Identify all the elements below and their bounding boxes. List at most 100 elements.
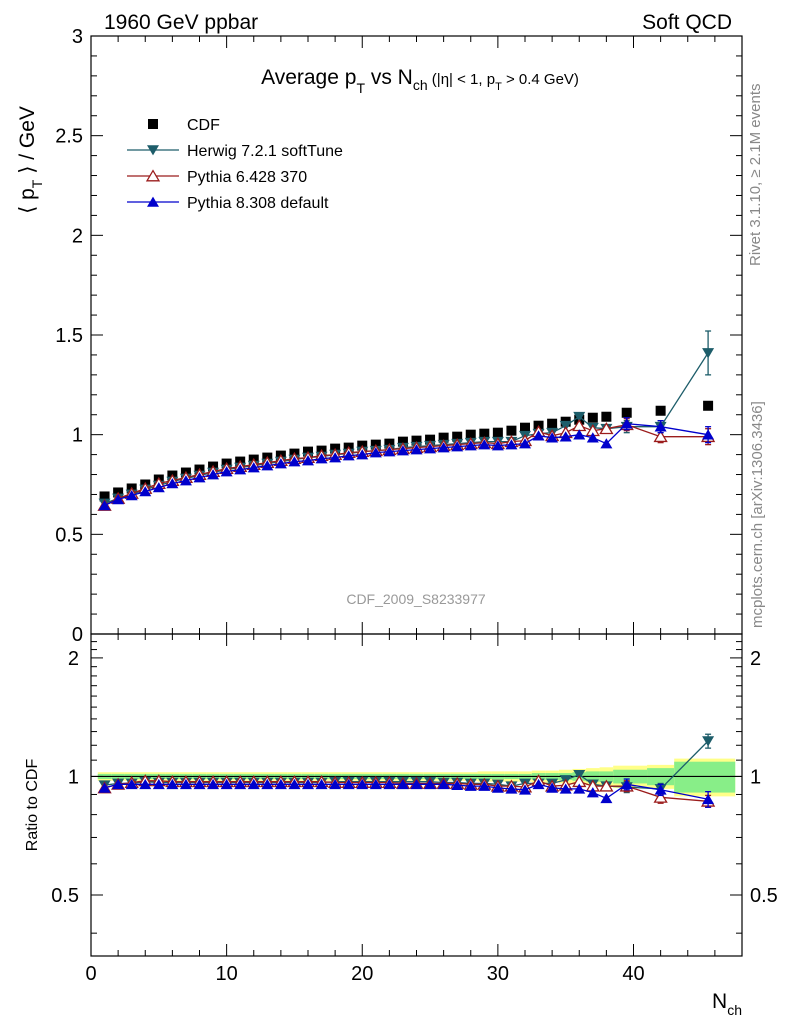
energy-label: 1960 GeV ppbar <box>104 11 258 34</box>
ratio-y-axis-label: Ratio to CDF <box>24 759 41 852</box>
pythia-8-308-default-point <box>519 784 531 795</box>
ratio-y-tick-label-right: 0.5 <box>750 885 778 907</box>
pythia-8-308-default-point <box>396 445 409 456</box>
pythia-8-308-default-point <box>152 482 165 493</box>
pythia-8-308-default-point <box>152 778 165 790</box>
legend-marker <box>148 119 158 129</box>
pythia-6-428-370-point <box>653 790 668 803</box>
pythia-8-308-default-point <box>315 453 328 464</box>
cdf-point <box>703 400 714 411</box>
pythia-8-308-default-point <box>261 778 274 790</box>
pythia-8-308-default-point <box>396 778 409 790</box>
x-tick-label: 30 <box>487 963 509 985</box>
pythia-8-308-default-point <box>464 780 477 791</box>
mcplots-label: mcplots.cern.ch [arXiv:1306.3436] <box>749 401 766 628</box>
x-tick-label: 40 <box>622 963 644 985</box>
pythia-8-308-default-point <box>193 778 206 790</box>
pythia-8-308-default-point <box>532 430 545 441</box>
pythia-8-308-default-point <box>166 778 179 790</box>
pythia-8-308-default-point <box>573 429 586 440</box>
series-2 <box>98 778 715 808</box>
pythia-8-308-default-point <box>383 446 396 457</box>
pythia-8-308-default-point <box>437 442 450 453</box>
pythia-6-428-370-point <box>599 422 614 435</box>
y-tick-label: 3 <box>72 26 83 48</box>
cdf-point <box>99 491 110 502</box>
legend-label: Herwig 7.2.1 softTune <box>187 143 343 160</box>
cdf-point <box>425 434 436 445</box>
legend-marker <box>147 196 159 207</box>
y-axis-label: ⟨ pT ⟩ / GeV <box>16 106 45 214</box>
pythia-8-308-default-point <box>207 469 220 480</box>
pythia-8-308-default-point <box>98 500 111 511</box>
pythia-8-308-default-point <box>586 432 599 443</box>
pythia-8-308-default-point <box>274 778 287 790</box>
pythia-8-308-default-point <box>234 778 247 790</box>
x-tick-label: 20 <box>351 963 373 985</box>
pythia-8-308-default-point <box>600 792 613 804</box>
series-2 <box>97 418 716 511</box>
ratio-y-tick-label: 2 <box>68 648 79 670</box>
ratio-y-tick-label: 1 <box>68 766 79 788</box>
pythia-8-308-default-point <box>424 778 437 790</box>
cdf-point <box>655 405 666 416</box>
pythia-8-308-default-point <box>702 429 715 440</box>
pythia-8-308-default-point <box>125 490 138 501</box>
pythia-8-308-default-point <box>329 778 342 790</box>
pythia-8-308-default-point <box>302 778 314 790</box>
cdf-point <box>452 431 463 442</box>
legend-item: Pythia 8.308 default <box>127 195 329 212</box>
legend-marker <box>145 169 161 182</box>
pythia-8-308-default-point <box>98 782 111 793</box>
cdf-point <box>479 428 490 439</box>
pythia-8-308-default-point <box>179 778 192 790</box>
pythia-8-308-default-point <box>356 778 369 790</box>
cdf-point <box>411 435 422 446</box>
pythia-8-308-default-point <box>139 778 152 790</box>
pythia-8-308-default-point <box>247 462 260 473</box>
pythia-8-308-default-point <box>478 780 491 791</box>
pythia-8-308-default-point <box>546 432 559 443</box>
legend-label: CDF <box>187 117 220 134</box>
pythia-8-308-default-point <box>288 456 301 467</box>
y-tick-label: 0 <box>72 624 83 646</box>
ratio-y-tick-label: 0.5 <box>51 885 79 907</box>
pythia-8-308-default-point <box>369 778 382 790</box>
cdf-point <box>621 407 632 418</box>
ratio-frame <box>90 633 743 957</box>
pythia-8-308-default-point <box>112 778 125 790</box>
legend-item: Herwig 7.2.1 softTune <box>127 143 343 160</box>
series-3 <box>98 417 715 511</box>
pythia-8-308-default-point <box>207 778 220 790</box>
pythia-8-308-default-point <box>342 450 355 461</box>
pythia-6-428-370-point <box>599 779 614 792</box>
pythia-8-308-default-point <box>505 783 518 794</box>
pythia-8-308-default-point <box>247 778 260 790</box>
category-label: Soft QCD <box>642 11 732 34</box>
pythia-8-308-default-point <box>478 439 491 450</box>
pythia-8-308-default-point <box>559 783 572 794</box>
x-axis-label: Nch <box>712 990 742 1018</box>
pythia-8-308-default-point <box>559 431 572 442</box>
legend-label: Pythia 8.308 default <box>187 195 329 212</box>
ratio-panel: 0.5 0.51 12 20 10 20 30 40 Ratio to CDF Nch <box>24 633 778 1018</box>
pythia-8-308-default-point <box>620 418 633 429</box>
pythia-8-308-default-point <box>451 779 464 791</box>
cdf-point <box>520 422 530 433</box>
pythia-8-308-default-point <box>342 778 355 790</box>
ratio-y-tick-label-right: 2 <box>750 648 761 670</box>
pythia-8-308-default-point <box>424 443 437 454</box>
cdf-point <box>397 436 408 447</box>
pythia-8-308-default-point <box>315 778 328 790</box>
pythia-8-308-default-point <box>654 784 667 795</box>
herwig-7-2-1-softtune-point <box>573 411 586 423</box>
y-tick-label: 1 <box>72 425 83 447</box>
pythia-8-308-default-point <box>125 778 138 790</box>
pythia-8-308-default-point <box>437 778 450 790</box>
pythia-8-308-default-point <box>410 778 423 790</box>
pythia-8-308-default-point <box>532 778 545 790</box>
pythia-8-308-default-point <box>274 458 287 469</box>
stat-uncertainty-band <box>674 761 736 793</box>
pythia-8-308-default-point <box>505 439 518 450</box>
main-panel: CDF_2009_S8233977 Average pT vs Nch (|η|… <box>16 26 743 646</box>
